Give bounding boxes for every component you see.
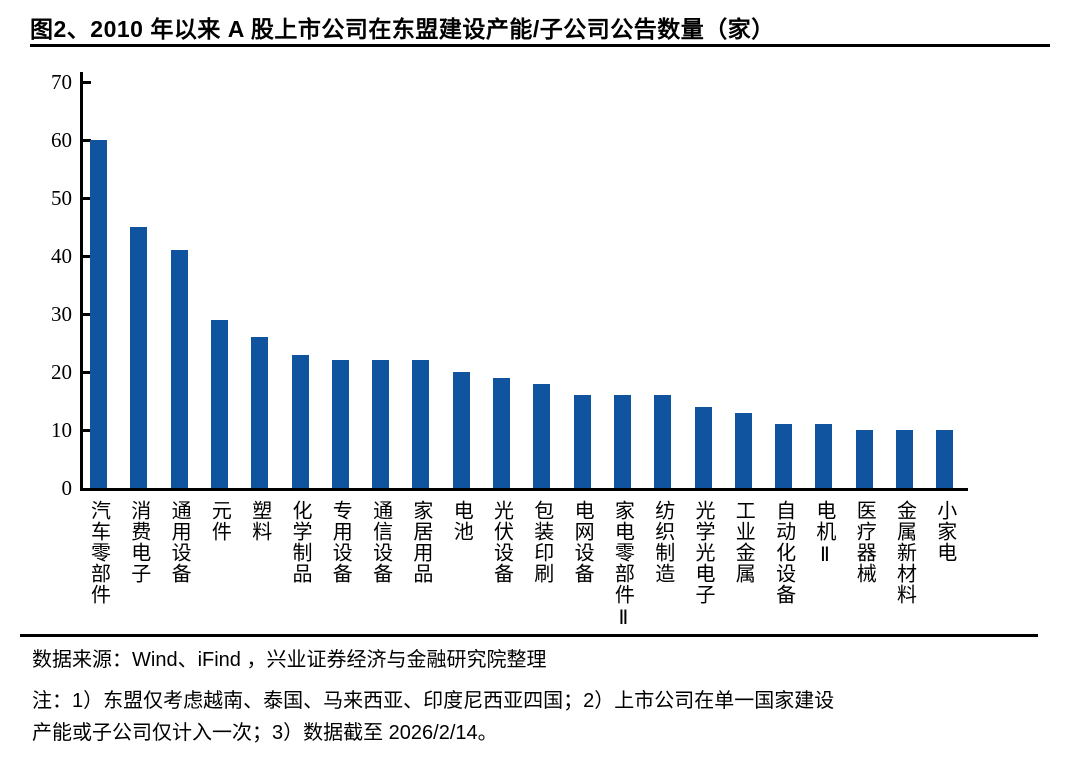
y-axis-tick-label: 50	[51, 186, 72, 210]
bar-消费电子	[130, 227, 148, 488]
figure-title: 图2、2010 年以来 A 股上市公司在东盟建设产能/子公司公告数量（家）	[30, 16, 775, 42]
y-axis-tick-mark	[83, 429, 91, 432]
y-axis-tick-label: 70	[51, 70, 72, 94]
x-axis-label: 纺织制造	[651, 500, 674, 584]
bar-电池	[452, 372, 470, 488]
y-axis-tick-label: 30	[51, 302, 72, 326]
y-axis-line	[80, 72, 83, 491]
x-axis-label: 工业金属	[732, 500, 755, 584]
x-axis-label: 自动化设备	[772, 500, 795, 605]
footnote-line-1: 注：1）东盟仅考虑越南、泰国、马来西亚、印度尼西亚四国；2）上市公司在单一国家建…	[32, 690, 835, 712]
bar-金属新材料	[896, 430, 913, 488]
bar-自动化设备	[775, 424, 793, 488]
x-axis-label: 电池	[450, 500, 473, 542]
bar-塑料	[251, 337, 269, 488]
x-axis-label: 金属新材料	[893, 500, 916, 605]
bar-专用设备	[331, 360, 349, 488]
title-divider	[30, 44, 1050, 47]
y-axis-tick-label: 60	[51, 128, 72, 152]
y-axis-tick-mark	[83, 313, 91, 316]
x-axis-label: 化学制品	[289, 500, 311, 584]
bar-工业金属	[734, 412, 752, 488]
x-axis-label: 元件	[208, 500, 231, 542]
bar-家居用品	[412, 360, 430, 488]
y-axis-tick-label: 10	[51, 418, 72, 442]
x-axis-label: 汽车零部件	[87, 500, 110, 605]
y-axis-tick-mark	[83, 139, 91, 142]
x-axis-label: 家居用品	[409, 500, 432, 584]
bar-家电零部件Ⅱ	[613, 395, 631, 488]
x-axis-label: 光学光电子	[692, 500, 714, 605]
x-axis-label: 小家电	[933, 500, 956, 563]
x-axis-label: 包装印刷	[530, 500, 553, 584]
x-axis-label: 专用设备	[329, 500, 352, 584]
footer-divider	[20, 634, 1038, 637]
x-axis-label: 通信设备	[369, 500, 392, 584]
bar-通信设备	[372, 360, 390, 488]
x-axis-label: 消费电子	[127, 500, 150, 584]
y-axis-tick-mark	[83, 81, 91, 84]
bar-光伏设备	[493, 377, 510, 488]
bar-元件	[210, 319, 228, 488]
y-axis-tick-label: 20	[51, 360, 72, 384]
bar-医疗器械	[855, 430, 873, 488]
x-axis-label: 家电零部件Ⅱ	[611, 500, 634, 630]
bar-包装印刷	[533, 383, 551, 488]
bar-小家电	[936, 430, 954, 488]
bar-纺织制造	[654, 395, 672, 488]
x-axis-label: 塑料	[248, 500, 271, 542]
data-source: 数据来源：Wind、iFind ，兴业证券经济与金融研究院整理	[32, 649, 547, 671]
bar-光学光电子	[694, 406, 712, 488]
bar-化学制品	[291, 354, 309, 488]
footnote-line-2: 产能或子公司仅计入一次；3）数据截至 2026/2/14。	[32, 722, 498, 744]
x-axis-line	[80, 488, 968, 491]
bar-chart: 0 10 20 30 40 50 60 70 汽车零部件 消费电子 通用设备 元件 塑料 化学制品 专用设…	[51, 70, 968, 630]
y-axis-tick-mark	[83, 371, 91, 374]
y-axis-tick-mark	[83, 255, 91, 258]
x-axis-label: 电机Ⅱ	[812, 500, 835, 567]
chart-footer: 数据来源：Wind、iFind ，兴业证券经济与金融研究院整理 注：1）东盟仅考…	[32, 643, 1052, 749]
x-axis-label: 医疗器械	[853, 500, 876, 584]
y-axis-tick-mark	[83, 197, 91, 200]
x-axis-label: 光伏设备	[490, 500, 513, 584]
y-axis-tick-label: 40	[51, 244, 72, 268]
x-axis-label: 电网设备	[571, 500, 594, 584]
bar-电网设备	[573, 395, 591, 488]
bar-通用设备	[170, 250, 188, 488]
bar-汽车零部件	[90, 140, 107, 488]
x-axis-label: 通用设备	[168, 500, 191, 584]
bar-电机Ⅱ	[815, 424, 833, 488]
y-axis-tick-label: 0	[61, 476, 73, 500]
